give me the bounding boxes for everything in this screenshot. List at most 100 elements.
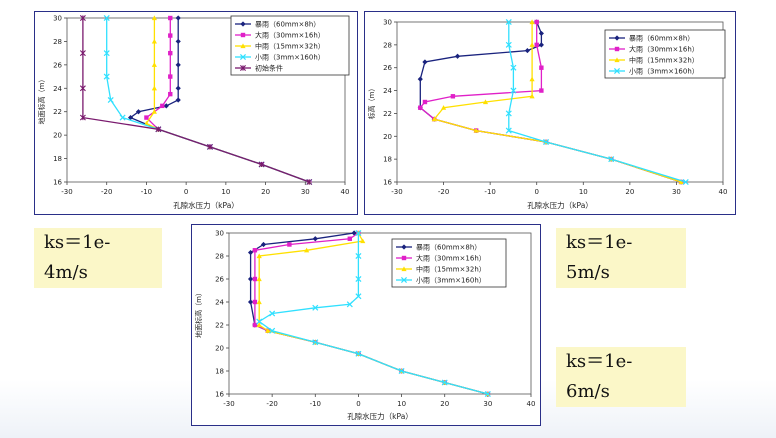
chart-svg: -30 -20 -10 0 10 20 30 40 16 18 20 22 24 26 28 30 孔隙水压力（… — [37, 14, 350, 211]
y-tick-label: 26 — [383, 64, 392, 72]
legend: 暴雨（60mm×8h） 大雨（30mm×16h） 中雨（15mm×32h） 小雨（3m… — [230, 15, 350, 76]
y-axis-title: 标高（m） — [367, 85, 376, 120]
y-tick-label: 28 — [215, 253, 224, 261]
data-point — [510, 87, 517, 94]
y-tick-label: 24 — [383, 87, 392, 95]
data-point — [175, 38, 181, 45]
data-point — [312, 236, 318, 242]
x-tick-label: 20 — [261, 188, 270, 196]
data-point — [422, 99, 428, 105]
legend-swatch-marker — [239, 53, 247, 61]
data-point — [168, 50, 173, 56]
y-tick-label: 20 — [383, 133, 392, 141]
data-point — [103, 14, 110, 22]
y-tick-label: 16 — [383, 179, 392, 187]
legend-swatch-marker — [614, 35, 620, 41]
legend-swatch-marker — [240, 32, 246, 38]
data-point — [450, 94, 456, 99]
data-point — [252, 248, 258, 253]
x-tick-label: -30 — [61, 188, 72, 196]
data-point — [529, 76, 535, 82]
legend-label: 暴雨（60mm×8h） — [255, 21, 320, 29]
data-point — [347, 236, 352, 241]
data-point — [135, 109, 142, 115]
data-point — [418, 105, 423, 110]
y-tick-label: 30 — [53, 15, 62, 23]
y-tick-label: 22 — [215, 322, 224, 330]
legend-label: 暴雨（60mm×8h） — [629, 35, 694, 43]
x-tick-label: 0 — [534, 188, 538, 196]
legend-label: 初始条件 — [255, 64, 283, 73]
data-point — [256, 276, 262, 282]
x-tick-label: 30 — [672, 188, 681, 196]
data-point — [168, 91, 173, 97]
x-tick-label: -10 — [484, 188, 495, 196]
data-point — [360, 238, 366, 244]
data-point — [103, 73, 110, 80]
y-tick-label: 16 — [215, 391, 224, 399]
data-point — [505, 41, 512, 48]
data-point — [473, 127, 479, 133]
legend-label: 小雨（3mm×160h） — [416, 276, 486, 285]
y-tick-label: 30 — [215, 230, 224, 238]
data-point — [175, 97, 181, 103]
data-point — [151, 85, 157, 91]
x-tick-label: 30 — [483, 400, 492, 408]
data-point — [258, 161, 265, 168]
x-tick-label: 40 — [341, 188, 350, 196]
data-point — [534, 42, 539, 48]
data-point — [168, 74, 173, 79]
data-point — [252, 299, 258, 305]
data-point — [256, 299, 262, 305]
legend-label: 小雨（3mm×160h） — [629, 67, 699, 76]
data-point — [441, 379, 448, 386]
data-point — [144, 115, 149, 120]
legend-label: 大雨（30mm×16h） — [629, 45, 699, 54]
x-tick-label: 10 — [579, 188, 588, 196]
data-point — [346, 301, 353, 308]
data-point — [312, 339, 319, 346]
x-tick-label: 20 — [440, 400, 449, 408]
series-line — [82, 18, 310, 183]
legend-label: 中雨（15mm×32h） — [255, 42, 325, 51]
data-point — [175, 85, 181, 91]
data-point — [256, 318, 263, 325]
data-point — [256, 253, 262, 259]
data-point — [355, 350, 362, 357]
data-point — [206, 143, 213, 150]
legend-swatch-marker — [614, 46, 620, 52]
data-point — [398, 367, 405, 375]
y-tick-label: 26 — [53, 61, 62, 69]
data-point — [529, 19, 535, 25]
y-tick-label: 30 — [383, 19, 392, 27]
data-point — [440, 105, 447, 110]
data-point — [168, 15, 173, 21]
y-tick-label: 20 — [215, 345, 224, 353]
y-tick-label: 28 — [53, 38, 62, 46]
data-point — [265, 328, 271, 333]
data-point — [678, 179, 684, 185]
data-point — [355, 275, 362, 283]
x-tick-label: 40 — [527, 400, 536, 408]
data-point — [163, 103, 169, 109]
chart-panel-1: -30 -20 -10 0 10 20 30 40 16 18 20 22 24 26 28 30 孔隙水压力（… — [34, 11, 358, 215]
data-point — [608, 156, 615, 163]
data-point — [529, 42, 535, 47]
chart-panel-3: -30 -20 -10 0 10 20 30 40 16 18 20 22 24 26 28 30 孔隙水压力（… — [191, 224, 541, 426]
x-tick-label: -30 — [391, 188, 402, 196]
legend-label: 暴雨（60mm×8h） — [416, 244, 481, 252]
x-tick-label: -10 — [141, 188, 152, 196]
data-point — [119, 114, 126, 121]
data-point — [269, 327, 276, 334]
data-point — [252, 322, 258, 328]
legend-swatch-marker — [240, 21, 246, 27]
legend: 暴雨（60mm×8h） 大雨（30mm×16h） 中雨（15mm×32h） 小雨（3m… — [604, 29, 726, 79]
data-point — [151, 38, 157, 44]
data-point — [534, 19, 539, 25]
y-tick-label: 26 — [215, 276, 224, 284]
data-point — [151, 109, 157, 114]
y-tick-label: 18 — [215, 368, 224, 376]
x-tick-label: 20 — [625, 188, 634, 196]
data-point — [484, 390, 491, 398]
data-point — [168, 33, 173, 38]
